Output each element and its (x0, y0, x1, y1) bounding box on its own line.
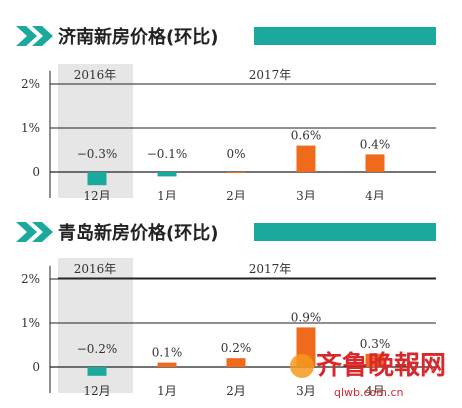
bar (87, 367, 107, 376)
chevron-right-icon (16, 26, 37, 46)
bar (157, 172, 177, 177)
data-label: 0.2% (221, 341, 252, 355)
data-label: 0.9% (291, 310, 322, 324)
bar (296, 145, 316, 172)
x-tick-label: 2月 (226, 189, 246, 200)
year-label-2016: 2016年 (74, 68, 117, 82)
x-tick-label: 3月 (296, 384, 316, 398)
watermark-text: 齐鲁晚報网 (316, 350, 446, 381)
y-tick-label: 1% (21, 316, 40, 330)
x-tick-label: 12月 (83, 189, 110, 200)
title-arrows-icon (16, 26, 53, 46)
bar (87, 172, 107, 186)
watermark-url: qlwb.com.cn (334, 386, 404, 399)
chart-title: 济南新房价格(环比) (58, 26, 218, 48)
x-tick-label: 1月 (157, 384, 177, 398)
bar (226, 358, 246, 367)
jinan-price-chart: 济南新房价格(环比) 2016年 2017年 2% 1% 0 −0.3% 12月 −0.1% 1… (16, 26, 436, 200)
bar (365, 154, 385, 172)
data-label: −0.2% (77, 342, 118, 356)
y-tick-label: 2% (21, 77, 40, 91)
data-label: 0.4% (360, 137, 391, 151)
chevron-right-icon (32, 26, 53, 46)
chart-panel-jinan: 济南新房价格(环比) 2016年 2017年 2% 1% 0 −0.3% 12月 −0.1% 1… (0, 0, 462, 200)
y-tick-label: 2% (21, 272, 40, 286)
bar (157, 362, 177, 367)
year-label-2016: 2016年 (74, 262, 117, 276)
x-tick-label: 12月 (83, 384, 110, 398)
data-label: 0.6% (291, 129, 322, 143)
plot-area: 2016年 2017年 2% 1% 0 −0.2% 12月 0.1% 1月 0.2% 2月 0.9% 3… (21, 258, 436, 398)
x-tick-label: 4月 (365, 189, 385, 200)
bar (226, 172, 246, 173)
title-arrows-icon (16, 222, 53, 242)
chevron-right-icon (32, 222, 53, 242)
qingdao-price-chart: 青岛新房价格(环比) 2016年 2017年 2% 1% 0 −0.2% 12月 0.1% 1月… (16, 222, 436, 398)
data-label: −0.1% (147, 147, 188, 161)
title-accent-bar (254, 223, 436, 241)
watermark-logo: 齐鲁晚報网 qlwb.com.cn (290, 350, 446, 399)
x-tick-label: 4月 (365, 384, 385, 398)
title-accent-bar (254, 27, 436, 45)
x-tick-label: 2月 (226, 384, 246, 398)
data-label: 0.3% (360, 337, 391, 351)
x-tick-label: 1月 (157, 189, 177, 200)
y-tick-label: 0 (32, 165, 40, 179)
year-label-2017: 2017年 (249, 68, 292, 82)
bar (365, 353, 385, 367)
chevron-right-icon (16, 222, 37, 242)
y-tick-label: 0 (32, 360, 40, 374)
plot-area: 2016年 2017年 2% 1% 0 −0.3% 12月 −0.1% 1月 0% 2月 0.6% 3月… (21, 64, 436, 200)
data-label: −0.3% (77, 147, 118, 161)
logo-flame-icon (290, 354, 314, 378)
chart-panel-qingdao: 青岛新房价格(环比) 2016年 2017年 2% 1% 0 −0.2% 12月 0.1% 1月… (0, 200, 462, 400)
chart-title: 青岛新房价格(环比) (58, 222, 218, 244)
y-tick-label: 1% (21, 121, 40, 135)
data-label: 0% (226, 147, 245, 161)
x-tick-label: 3月 (296, 189, 316, 200)
year-label-2017: 2017年 (249, 262, 292, 276)
data-label: 0.1% (152, 346, 183, 360)
